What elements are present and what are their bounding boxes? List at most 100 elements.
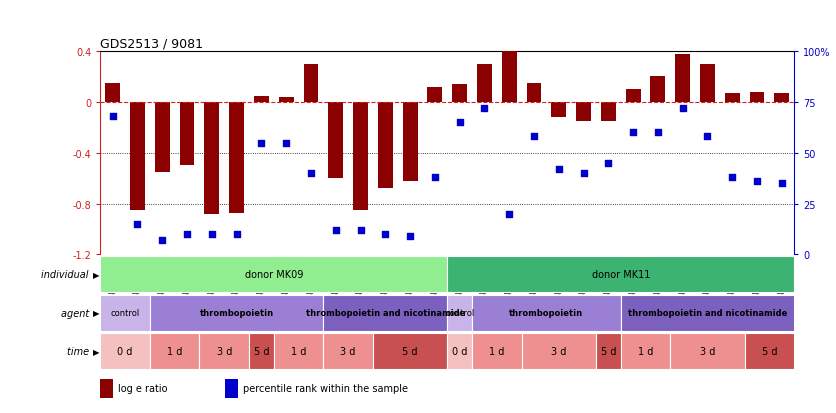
Text: GDS2513 / 9081: GDS2513 / 9081 bbox=[100, 38, 203, 51]
Bar bbox=[745, 333, 794, 369]
Point bbox=[676, 105, 690, 112]
Point bbox=[602, 160, 615, 167]
Bar bbox=[130, 103, 145, 211]
Bar bbox=[204, 103, 219, 214]
Point bbox=[701, 134, 714, 140]
Bar bbox=[150, 295, 324, 331]
Text: 5 d: 5 d bbox=[253, 347, 269, 356]
Text: donor MK11: donor MK11 bbox=[592, 270, 650, 280]
Bar bbox=[620, 295, 794, 331]
Text: 3 d: 3 d bbox=[700, 347, 715, 356]
Text: 3 d: 3 d bbox=[217, 347, 232, 356]
Point bbox=[577, 171, 590, 177]
Text: 3 d: 3 d bbox=[551, 347, 567, 356]
Text: 1 d: 1 d bbox=[489, 347, 504, 356]
Bar bbox=[155, 103, 170, 172]
Bar bbox=[353, 103, 368, 211]
Bar bbox=[472, 295, 620, 331]
Point bbox=[651, 130, 665, 136]
Bar bbox=[750, 93, 764, 103]
Text: agent: agent bbox=[60, 308, 92, 318]
Text: control: control bbox=[110, 309, 140, 317]
Text: 0 d: 0 d bbox=[117, 347, 133, 356]
Text: 1 d: 1 d bbox=[167, 347, 182, 356]
Point bbox=[329, 227, 343, 234]
Text: thrombopoietin and nicotinamide: thrombopoietin and nicotinamide bbox=[306, 309, 465, 317]
Bar bbox=[324, 295, 447, 331]
Text: percentile rank within the sample: percentile rank within the sample bbox=[242, 383, 408, 393]
Text: ▶: ▶ bbox=[93, 270, 99, 279]
Point bbox=[181, 231, 194, 238]
Bar bbox=[100, 295, 150, 331]
Point bbox=[205, 231, 218, 238]
Bar bbox=[278, 97, 293, 103]
Point bbox=[279, 140, 293, 147]
Text: 5 d: 5 d bbox=[762, 347, 777, 356]
Bar bbox=[225, 380, 237, 398]
Bar bbox=[620, 333, 670, 369]
Bar bbox=[447, 333, 472, 369]
Point bbox=[130, 221, 144, 228]
Text: thrombopoietin: thrombopoietin bbox=[509, 309, 584, 317]
Point bbox=[528, 134, 541, 140]
Bar bbox=[527, 83, 542, 103]
Bar bbox=[700, 64, 715, 103]
Bar bbox=[100, 380, 113, 398]
Bar bbox=[373, 333, 447, 369]
Text: thrombopoietin: thrombopoietin bbox=[200, 309, 273, 317]
Text: 0 d: 0 d bbox=[452, 347, 467, 356]
Bar bbox=[324, 333, 373, 369]
Point bbox=[428, 174, 441, 181]
Bar bbox=[675, 55, 690, 103]
Bar bbox=[273, 333, 324, 369]
Bar bbox=[576, 103, 591, 122]
Text: control: control bbox=[445, 309, 474, 317]
Point bbox=[304, 171, 318, 177]
Text: 1 d: 1 d bbox=[291, 347, 306, 356]
Bar bbox=[596, 333, 620, 369]
Point bbox=[106, 114, 120, 120]
Bar bbox=[774, 94, 789, 103]
Point bbox=[230, 231, 243, 238]
Point bbox=[477, 105, 491, 112]
Bar bbox=[180, 103, 195, 166]
Point bbox=[552, 166, 565, 173]
Bar bbox=[403, 103, 417, 181]
Text: time: time bbox=[67, 347, 92, 356]
Bar bbox=[725, 94, 740, 103]
Text: 1 d: 1 d bbox=[638, 347, 653, 356]
Text: 5 d: 5 d bbox=[402, 347, 418, 356]
Bar bbox=[601, 103, 616, 122]
Point bbox=[751, 178, 764, 185]
Bar bbox=[477, 64, 492, 103]
Text: thrombopoietin and nicotinamide: thrombopoietin and nicotinamide bbox=[628, 309, 788, 317]
Bar bbox=[522, 333, 596, 369]
Bar bbox=[200, 333, 249, 369]
Point bbox=[726, 174, 739, 181]
Bar bbox=[670, 333, 745, 369]
Point bbox=[626, 130, 640, 136]
Bar bbox=[329, 103, 343, 179]
Text: 3 d: 3 d bbox=[340, 347, 356, 356]
Bar bbox=[249, 333, 273, 369]
Point bbox=[255, 140, 268, 147]
Bar bbox=[447, 295, 472, 331]
Text: log e ratio: log e ratio bbox=[118, 383, 167, 393]
Bar bbox=[427, 88, 442, 103]
Bar bbox=[452, 85, 467, 103]
Text: individual: individual bbox=[41, 270, 92, 280]
Bar bbox=[551, 103, 566, 118]
Bar bbox=[254, 96, 269, 103]
Bar bbox=[378, 103, 393, 189]
Point bbox=[379, 231, 392, 238]
Point bbox=[155, 237, 169, 244]
Bar bbox=[100, 333, 150, 369]
Point bbox=[453, 120, 466, 126]
Bar bbox=[502, 52, 517, 103]
Point bbox=[775, 180, 788, 187]
Bar bbox=[625, 90, 640, 103]
Point bbox=[354, 227, 367, 234]
Bar bbox=[650, 77, 665, 103]
Point bbox=[502, 211, 516, 218]
Text: ▶: ▶ bbox=[93, 347, 99, 356]
